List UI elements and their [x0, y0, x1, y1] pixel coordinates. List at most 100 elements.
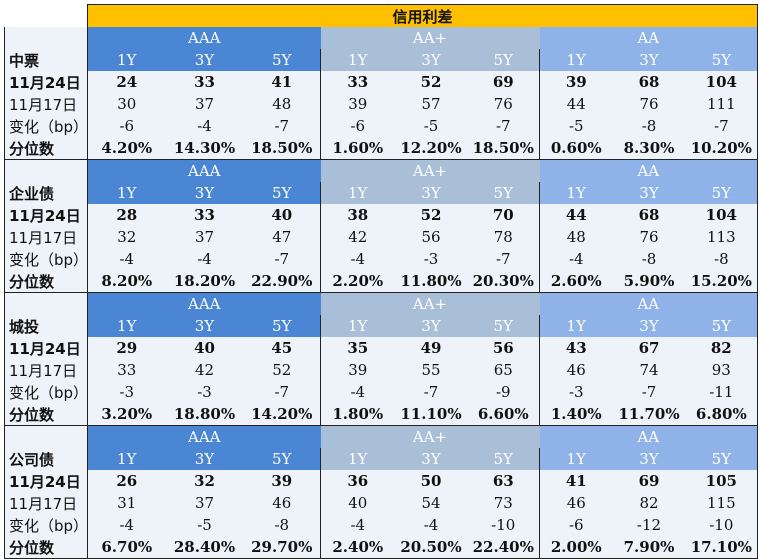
table-cell: -12 [612, 514, 686, 536]
row-label: 11月24日 [4, 204, 88, 226]
tenor-header: 5Y [243, 182, 321, 204]
tenor-header: 3Y [394, 448, 468, 470]
table-cell: 30 [87, 93, 166, 115]
table-cell: -3 [394, 248, 468, 270]
table-cell: 14.20% [243, 403, 321, 426]
tenor-header: 5Y [467, 448, 540, 470]
table-cell: -4 [87, 514, 166, 536]
group-header-row: AAA AA+ AA [4, 27, 759, 49]
table-cell: 40 [165, 337, 244, 359]
table-cell: -7 [467, 115, 540, 137]
table-cell: -9 [467, 381, 540, 403]
rating-group-header: AA [539, 159, 759, 182]
row-label: 11月24日 [4, 71, 88, 93]
table-cell: 39 [539, 71, 613, 93]
table-cell: -4 [320, 514, 395, 536]
table-cell: 33 [320, 71, 395, 93]
table-cell: 41 [243, 71, 321, 93]
table-cell: 46 [539, 492, 613, 514]
tenor-header-row: 公司债 1Y 3Y 5Y 1Y 3Y 5Y 1Y 3Y 5Y [4, 448, 759, 470]
table-cell: 10.20% [685, 137, 759, 160]
table-cell: 1.40% [539, 403, 613, 426]
tenor-header: 1Y [320, 448, 395, 470]
table-cell: 26 [87, 470, 166, 492]
tenor-header: 5Y [243, 315, 321, 337]
table-cell: 28 [87, 204, 166, 226]
table-cell: 40 [320, 492, 395, 514]
table-cell: -4 [539, 248, 613, 270]
table-row: 11月17日 31 37 46 40 54 73 46 82 115 [4, 492, 759, 514]
section-label-cell [4, 27, 88, 49]
table-cell: 6.70% [87, 536, 166, 559]
tenor-header: 3Y [394, 49, 468, 71]
table-cell: 3.20% [87, 403, 166, 426]
table-cell: -4 [320, 248, 395, 270]
section-label-cell [4, 159, 88, 182]
tenor-header: 5Y [243, 448, 321, 470]
table-cell: -4 [165, 248, 244, 270]
tenor-header: 5Y [685, 49, 759, 71]
tenor-header: 5Y [685, 182, 759, 204]
table-cell: 82 [612, 492, 686, 514]
table-cell: 54 [394, 492, 468, 514]
table-cell: 104 [685, 71, 759, 93]
tenor-header-row: 中票 1Y 3Y 5Y 1Y 3Y 5Y 1Y 3Y 5Y [4, 49, 759, 71]
table-cell: 74 [612, 359, 686, 381]
table-cell: -3 [87, 381, 166, 403]
row-label: 11月17日 [4, 359, 88, 381]
table-cell: 6.60% [467, 403, 540, 426]
table-cell: 0.60% [539, 137, 613, 160]
table-cell: 38 [320, 204, 395, 226]
table-cell: 105 [685, 470, 759, 492]
table-cell: 35 [320, 337, 395, 359]
section-name: 中票 [4, 49, 88, 71]
table-cell: 76 [612, 93, 686, 115]
table-cell: 76 [612, 226, 686, 248]
table-cell: 33 [87, 359, 166, 381]
table-row: 变化（bp） -4 -4 -7 -4 -3 -7 -4 -8 -8 [4, 248, 759, 270]
tenor-header: 3Y [394, 315, 468, 337]
rating-group-header: AA+ [320, 159, 540, 182]
table-cell: 29 [87, 337, 166, 359]
tenor-header: 1Y [539, 448, 613, 470]
table-row: 11月24日 28 33 40 38 52 70 44 68 104 [4, 204, 759, 226]
section-name: 企业债 [4, 182, 88, 204]
table-cell: 42 [320, 226, 395, 248]
table-cell: 47 [243, 226, 321, 248]
tenor-header: 5Y [467, 315, 540, 337]
table-cell: 50 [394, 470, 468, 492]
group-header-row: AAA AA+ AA [4, 292, 759, 315]
tenor-header: 1Y [87, 448, 166, 470]
row-label: 11月17日 [4, 226, 88, 248]
tenor-header: 1Y [87, 49, 166, 71]
table-cell: 43 [539, 337, 613, 359]
table-cell: 48 [539, 226, 613, 248]
tenor-header: 5Y [467, 49, 540, 71]
table-cell: -4 [87, 248, 166, 270]
table-row: 分位数 4.20% 14.30% 18.50% 1.60% 12.20% 18.50% 0.6… [4, 137, 759, 160]
table-cell: 1.80% [320, 403, 395, 426]
table-row: 分位数 6.70% 28.40% 29.70% 2.40% 20.50% 22.40% 2.0… [4, 536, 759, 559]
rating-group-header: AA+ [320, 425, 540, 448]
row-label: 11月17日 [4, 492, 88, 514]
rating-group-header: AAA [87, 292, 321, 315]
table-cell: 39 [243, 470, 321, 492]
table-cell: 39 [320, 93, 395, 115]
row-label: 分位数 [4, 403, 88, 426]
table-cell: -5 [165, 514, 244, 536]
table-row: 分位数 3.20% 18.80% 14.20% 1.80% 11.10% 6.60% 1.40… [4, 403, 759, 426]
tenor-header: 5Y [243, 49, 321, 71]
section-label-cell [4, 425, 88, 448]
rating-group-header: AA [539, 27, 759, 49]
table-cell: -8 [612, 115, 686, 137]
table-cell: 55 [394, 359, 468, 381]
tenor-header: 1Y [320, 49, 395, 71]
table-cell: 113 [685, 226, 759, 248]
table-cell: 49 [394, 337, 468, 359]
table-cell: -8 [243, 514, 321, 536]
table-cell: -4 [320, 381, 395, 403]
table-cell: -5 [539, 115, 613, 137]
tenor-header: 3Y [165, 315, 244, 337]
table-cell: 5.90% [612, 270, 686, 293]
table-cell: 31 [87, 492, 166, 514]
